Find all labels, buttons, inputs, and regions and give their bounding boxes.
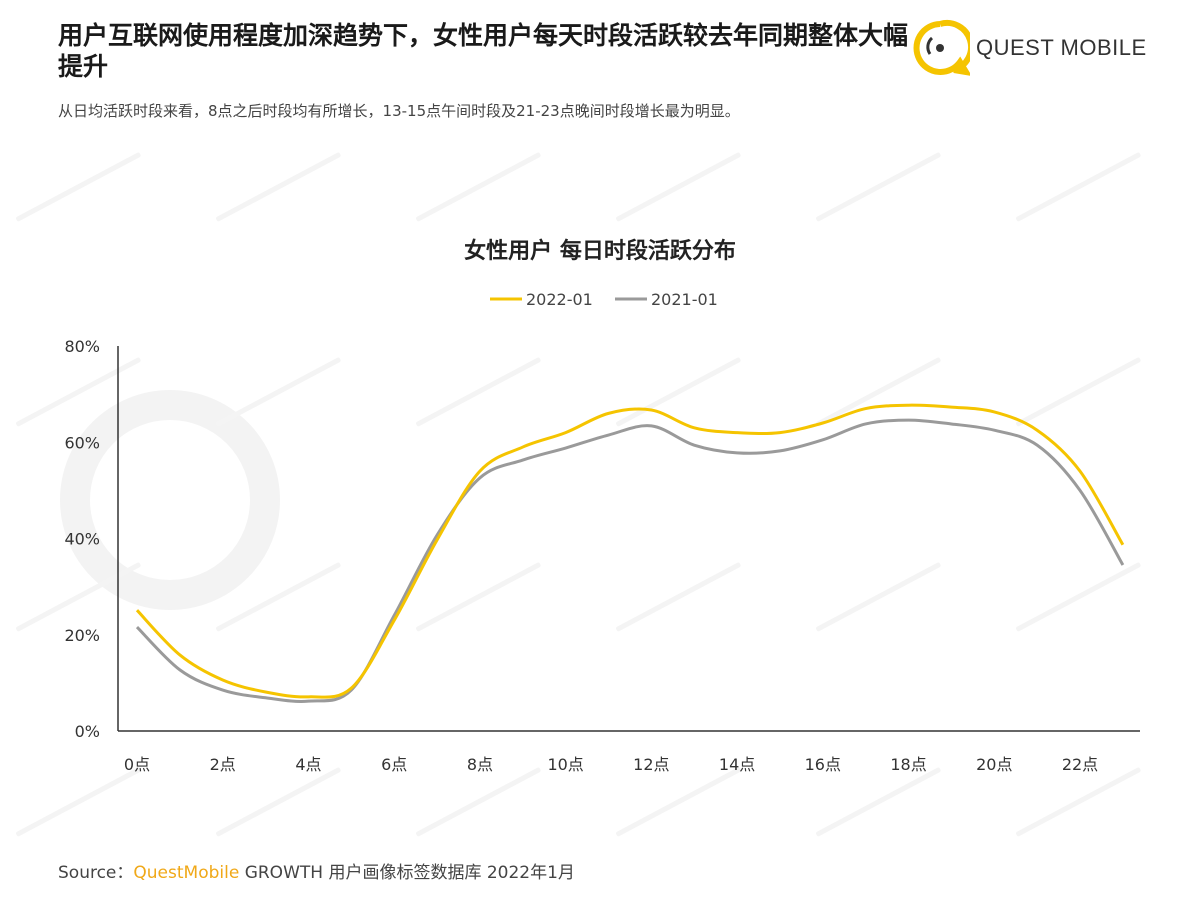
y-tick-label: 20% (64, 626, 100, 645)
y-tick-label: 60% (64, 433, 100, 452)
source-prefix: Source： (58, 863, 134, 883)
x-tick-label: 16点 (805, 755, 841, 774)
x-tick-label: 20点 (976, 755, 1012, 774)
x-tick-label: 12点 (633, 755, 669, 774)
y-tick-label: 80% (64, 337, 100, 356)
x-tick-label: 18点 (890, 755, 926, 774)
logo-text: QUEST MOBILE (976, 35, 1147, 60)
legend-label: 2022-01 (526, 290, 593, 309)
series-lines (135, 403, 1125, 703)
x-tick-label: 0点 (124, 755, 150, 774)
axes: 0% 20% 40% 60% 80% 0点 2点 4点 6点 8点 10点 12点 14点 16点 18点 2… (64, 337, 1140, 774)
x-tick-label: 10点 (547, 755, 583, 774)
legend: 2022-01 2021-01 (490, 290, 718, 309)
x-tick-label: 4点 (295, 755, 321, 774)
source-text: GROWTH 用户画像标签数据库 2022年1月 (239, 863, 575, 883)
source-brand: QuestMobile (133, 863, 240, 883)
y-tick-label: 40% (64, 530, 100, 549)
quest-mobile-logo: QUEST MOBILE (910, 18, 1147, 78)
legend-label: 2021-01 (651, 290, 718, 309)
x-tick-label: 22点 (1062, 755, 1098, 774)
x-tick-label: 14点 (719, 755, 755, 774)
series-line-2022-01 (135, 403, 1125, 699)
page-title: 用户互联网使用程度加深趋势下，女性用户每天时段活跃较去年同期整体大幅提升 (58, 21, 909, 81)
source-note: Source：QuestMobile GROWTH 用户画像标签数据库 2022… (58, 858, 575, 883)
x-tick-label: 2点 (210, 755, 236, 774)
chart-title: 女性用户 每日时段活跃分布 (464, 238, 736, 264)
x-tick-label: 8点 (467, 755, 493, 774)
y-tick-label: 0% (75, 722, 100, 741)
page-subtitle: 从日均活跃时段来看，8点之后时段均有所增长，13-15点午间时段及21-23点晚… (58, 102, 740, 120)
series-line-2021-01 (135, 418, 1125, 703)
logo-icon (913, 19, 970, 76)
x-tick-label: 6点 (381, 755, 407, 774)
